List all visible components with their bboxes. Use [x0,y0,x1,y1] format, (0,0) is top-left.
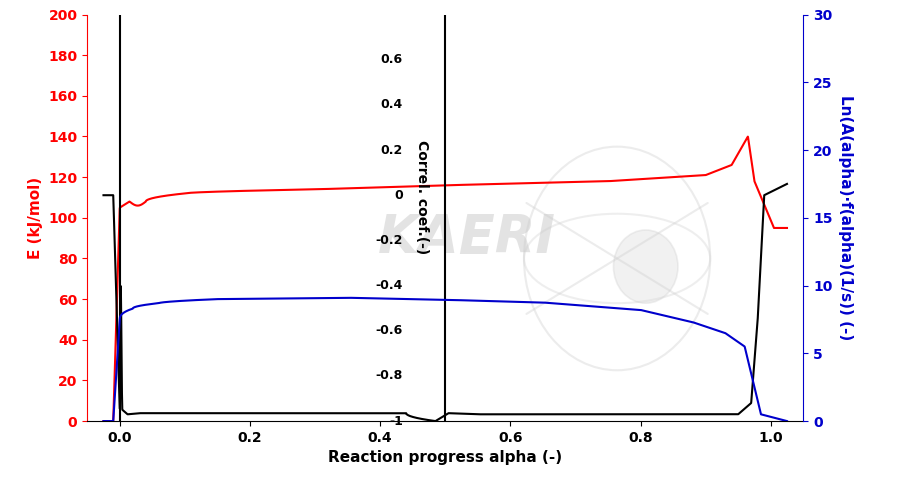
Text: Correl. coef.(-): Correl. coef.(-) [415,140,430,255]
Text: 0.6: 0.6 [381,53,403,66]
Ellipse shape [613,230,678,303]
Text: -0.4: -0.4 [375,279,403,292]
Text: 0.2: 0.2 [381,144,403,156]
Text: -0.8: -0.8 [375,369,403,382]
Text: -0.2: -0.2 [375,234,403,247]
Text: 0.4: 0.4 [381,98,403,111]
Text: 0: 0 [394,189,403,202]
Y-axis label: Ln(A(alpha)·f(alpha)(1/s)) (-): Ln(A(alpha)·f(alpha)(1/s)) (-) [838,95,854,340]
X-axis label: Reaction progress alpha (-): Reaction progress alpha (-) [328,450,563,465]
Y-axis label: E (kJ/mol): E (kJ/mol) [28,177,43,259]
Text: -0.6: -0.6 [375,324,403,337]
Text: -1: -1 [389,415,403,427]
Text: KAERI: KAERI [377,212,555,264]
